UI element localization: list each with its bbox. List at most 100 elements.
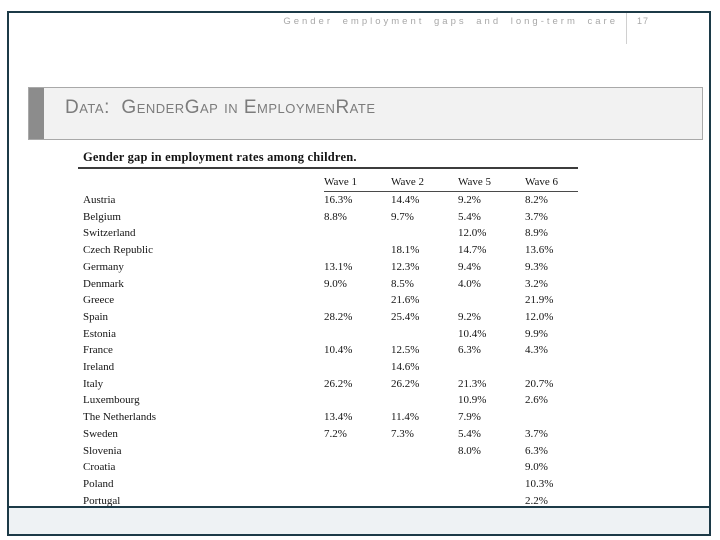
column-header-wave1: Wave 1 xyxy=(324,169,391,192)
value-cell: 9.3% xyxy=(525,260,548,273)
value-cell: 26.2% xyxy=(324,377,353,390)
table-row: Spain 28.2% 25.4% 9.2% 12.0% xyxy=(83,309,578,326)
country-cell: Denmark xyxy=(83,277,124,290)
value-cell: 5.4% xyxy=(458,210,481,223)
value-cell xyxy=(391,225,458,242)
country-cell: Sweden xyxy=(83,427,118,440)
country-cell: Switzerland xyxy=(83,227,136,240)
value-cell: 7.2% xyxy=(324,427,347,440)
country-cell: Portugal xyxy=(83,494,121,507)
table-row: Greece 21.6% 21.9% xyxy=(83,292,578,309)
table-row: Austria 16.3% 14.4% 9.2% 8.2% xyxy=(83,192,578,209)
value-cell: 8.5% xyxy=(391,277,414,290)
table-row: Switzerland 12.0% 8.9% xyxy=(83,225,578,242)
table-row: France 10.4% 12.5% 6.3% 4.3% xyxy=(83,342,578,359)
country-cell: Ireland xyxy=(83,361,115,374)
value-cell: 3.7% xyxy=(525,210,548,223)
value-cell xyxy=(324,392,391,409)
value-cell: 10.4% xyxy=(458,327,487,340)
country-cell: Slovenia xyxy=(83,444,122,457)
country-cell: Germany xyxy=(83,260,124,273)
country-cell: Spain xyxy=(83,310,109,323)
table-row: Sweden 7.2% 7.3% 5.4% 3.7% xyxy=(83,426,578,443)
value-cell: 16.3% xyxy=(324,194,353,206)
country-cell: Croatia xyxy=(83,461,116,474)
value-cell: 9.0% xyxy=(525,461,548,474)
value-cell: 6.3% xyxy=(458,344,481,357)
gender-gap-table: Wave 1 Wave 2 Wave 5 Wave 6 Austria 16.3%… xyxy=(83,169,578,513)
table-row: Poland 10.3% xyxy=(83,476,578,493)
country-cell: Czech Republic xyxy=(83,244,153,257)
header-divider xyxy=(626,13,627,44)
table-body: Austria 16.3% 14.4% 9.2% 8.2% Belgium 8.8% 9.7%… xyxy=(83,192,578,511)
value-cell: 7.9% xyxy=(458,411,481,424)
value-cell: 8.8% xyxy=(324,210,347,223)
value-cell xyxy=(324,225,391,242)
country-cell: Belgium xyxy=(83,210,121,223)
value-cell: 7.3% xyxy=(391,427,414,440)
value-cell xyxy=(324,359,391,376)
country-cell: The Netherlands xyxy=(83,411,156,424)
value-cell: 2.2% xyxy=(525,494,548,507)
table-row: Czech Republic 18.1% 14.7% 13.6% xyxy=(83,242,578,259)
value-cell: 12.5% xyxy=(391,344,420,357)
value-cell xyxy=(391,392,458,409)
value-cell: 3.2% xyxy=(525,277,548,290)
table-row: Croatia 9.0% xyxy=(83,459,578,476)
value-cell: 21.6% xyxy=(391,294,420,307)
slide-title-box: Data: GenderGap in EmploymenRate xyxy=(28,87,703,140)
title-accent-bar xyxy=(29,88,44,139)
value-cell: 18.1% xyxy=(391,244,420,257)
value-cell: 6.3% xyxy=(525,444,548,457)
country-cell: France xyxy=(83,344,113,357)
value-cell: 13.6% xyxy=(525,244,554,257)
value-cell: 9.7% xyxy=(391,210,414,223)
country-cell: Poland xyxy=(83,477,114,490)
table-header-row: Wave 1 Wave 2 Wave 5 Wave 6 xyxy=(83,169,578,192)
value-cell xyxy=(324,459,391,476)
value-cell: 25.4% xyxy=(391,310,420,323)
value-cell: 9.9% xyxy=(525,327,548,340)
column-header-wave5: Wave 5 xyxy=(458,169,525,192)
column-header-wave6: Wave 6 xyxy=(525,169,578,192)
column-header-wave2: Wave 2 xyxy=(391,169,458,192)
table-row: Luxembourg 10.9% 2.6% xyxy=(83,392,578,409)
value-cell: 9.2% xyxy=(458,310,481,323)
value-cell: 11.4% xyxy=(391,411,420,424)
value-cell xyxy=(391,326,458,343)
value-cell: 9.4% xyxy=(458,260,481,273)
value-cell: 10.9% xyxy=(458,394,487,407)
country-cell: Austria xyxy=(83,193,116,206)
value-cell xyxy=(324,242,391,259)
country-column-header xyxy=(83,169,324,192)
value-cell xyxy=(458,292,525,309)
value-cell: 9.0% xyxy=(324,277,347,290)
table-row: Italy 26.2% 26.2% 21.3% 20.7% xyxy=(83,376,578,393)
slide-border-frame: Gender employment gaps and long-term car… xyxy=(7,11,711,536)
value-cell xyxy=(324,326,391,343)
value-cell xyxy=(525,359,578,376)
value-cell: 10.3% xyxy=(525,477,554,490)
value-cell: 12.0% xyxy=(525,310,554,323)
value-cell xyxy=(324,476,391,493)
value-cell xyxy=(324,443,391,460)
value-cell: 8.9% xyxy=(525,227,548,240)
header-title: Gender employment gaps and long-term car… xyxy=(283,16,618,27)
value-cell: 14.7% xyxy=(458,244,487,257)
value-cell: 12.0% xyxy=(458,227,487,240)
value-cell xyxy=(391,443,458,460)
value-cell: 28.2% xyxy=(324,310,353,323)
value-cell: 13.1% xyxy=(324,260,353,273)
value-cell xyxy=(391,459,458,476)
table-row: Slovenia 8.0% 6.3% xyxy=(83,443,578,460)
value-cell: 14.4% xyxy=(391,194,420,206)
country-cell: Greece xyxy=(83,294,115,307)
value-cell: 13.4% xyxy=(324,411,353,424)
value-cell: 5.4% xyxy=(458,427,481,440)
slide-title: Data: GenderGap in EmploymenRate xyxy=(65,97,376,118)
value-cell: 20.7% xyxy=(525,377,554,390)
data-table-region: Gender gap in employment rates among chi… xyxy=(78,150,578,513)
table-title: Gender gap in employment rates among chi… xyxy=(78,150,578,169)
value-cell xyxy=(525,409,578,426)
